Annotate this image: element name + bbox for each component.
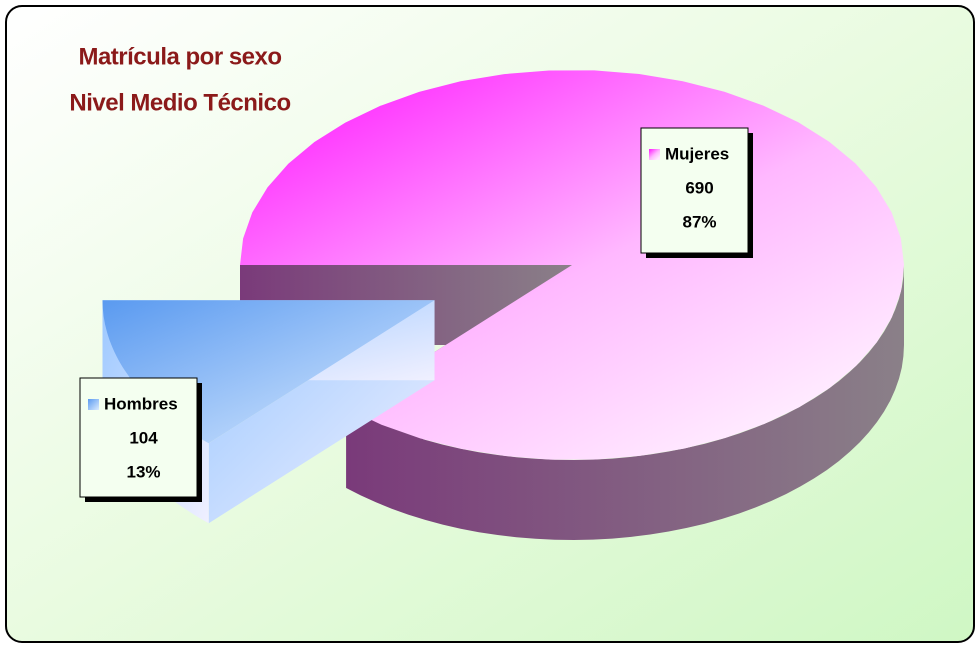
value-label: 690 (685, 178, 713, 197)
label-box (640, 127, 749, 254)
chart-title: Matrícula por sexo (78, 43, 281, 70)
labels: Mujeres 690 87% Hombres 104 13% (79, 127, 753, 502)
label-box (79, 377, 198, 498)
category-label: Hombres (104, 394, 178, 413)
legend-key (88, 399, 99, 410)
value-label: 104 (129, 428, 158, 447)
legend-key (649, 149, 660, 160)
chart-subtitle: Nivel Medio Técnico (69, 89, 290, 116)
percent-label: 13% (126, 462, 160, 481)
percent-label: 87% (682, 212, 716, 231)
category-label: Mujeres (665, 144, 729, 163)
slice-wall (346, 265, 904, 540)
pie (102, 70, 904, 540)
